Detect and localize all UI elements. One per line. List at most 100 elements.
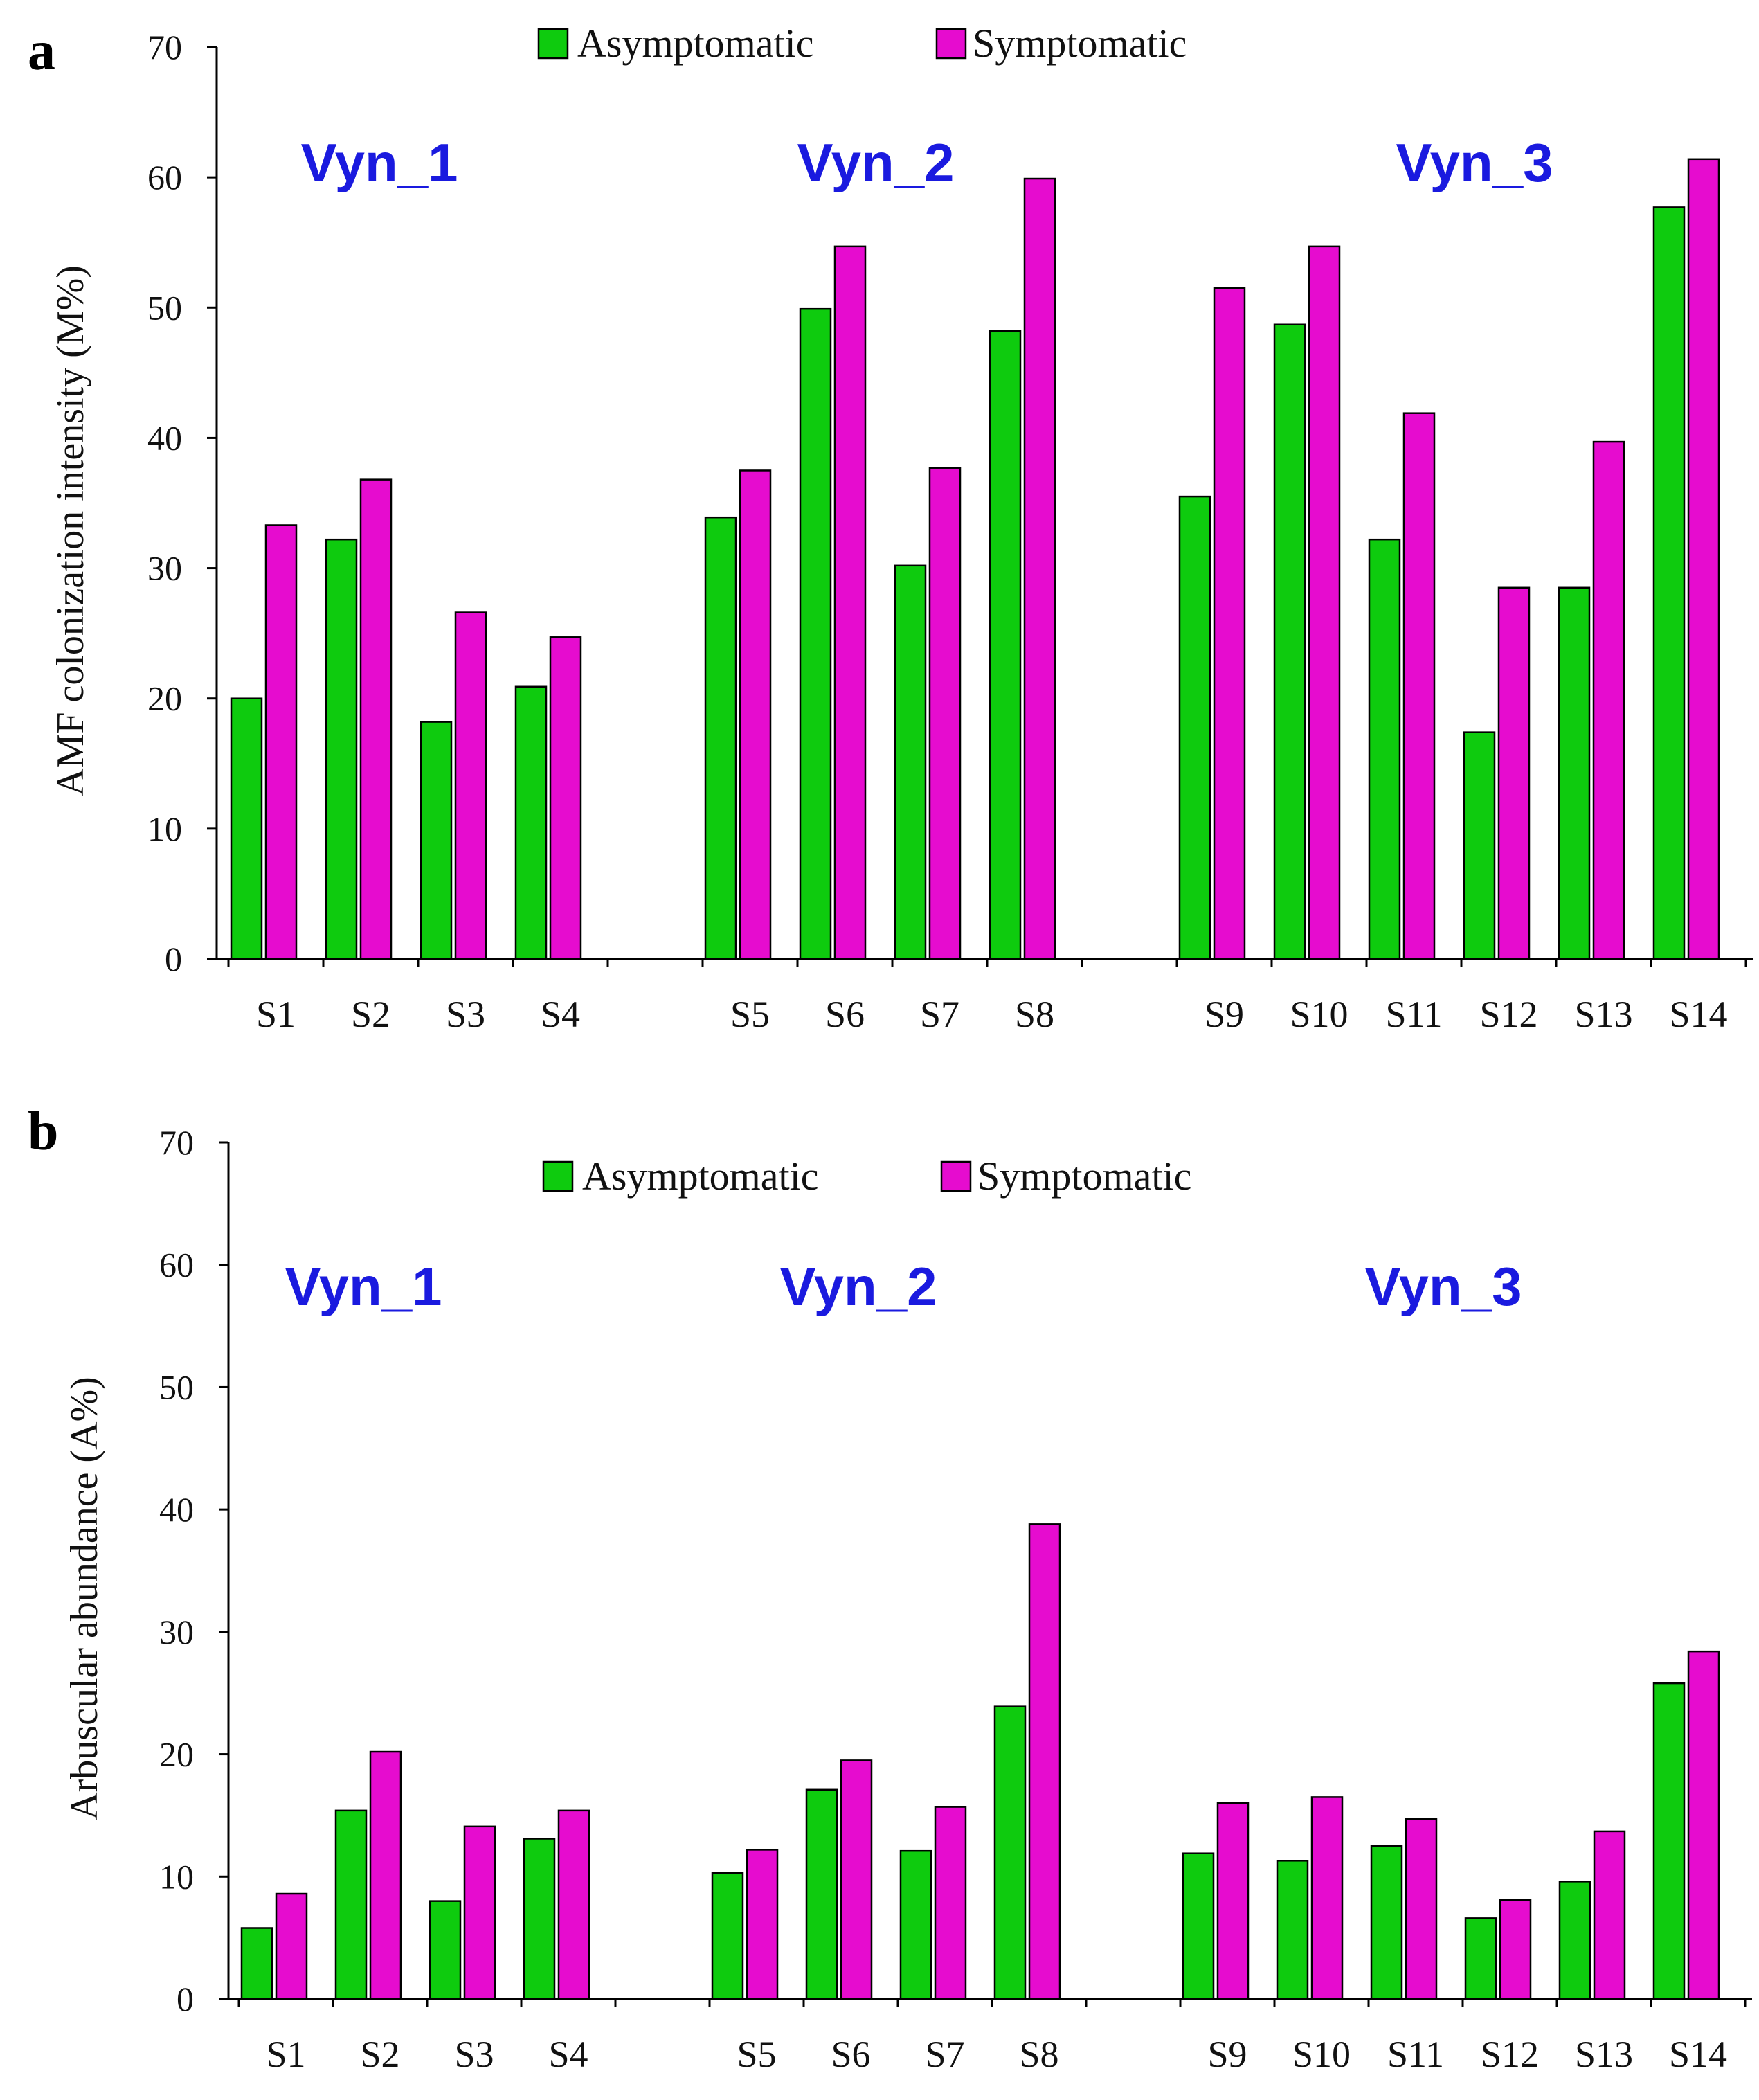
bar-symptomatic-s14: [1687, 158, 1720, 960]
bar-symptomatic-s5: [746, 1849, 779, 2000]
panel-b-chart: b 0 10 20 30 40 50 60 70 S1 S2 S3 S4 S5 S6 S7 S8 S9 S10 S1…: [28, 1101, 1752, 2075]
bar-asymptomatic-s4: [514, 685, 548, 960]
bar-symptomatic-s14: [1687, 1650, 1720, 2000]
x-category-label: S10: [1290, 994, 1348, 1035]
bar-asymptomatic-s4: [523, 1838, 556, 2000]
group-label-vyn_3: Vyn_3: [1365, 1256, 1522, 1317]
bar-symptomatic-s3: [454, 611, 487, 960]
x-category-label: S14: [1669, 994, 1727, 1035]
bar-symptomatic-s13: [1592, 440, 1625, 960]
x-category-label: S5: [737, 2034, 776, 2075]
bar-symptomatic-s10: [1308, 245, 1341, 960]
legend: Asymptomatic Symptomatic: [542, 1154, 1191, 1199]
bar-symptomatic-s9: [1216, 1802, 1250, 2000]
bar-asymptomatic-s5: [704, 516, 737, 960]
bar-symptomatic-s9: [1213, 287, 1246, 960]
group-label-vyn_1: Vyn_1: [301, 132, 458, 193]
y-tick-label: 40: [159, 1490, 194, 1529]
group-label-vyn_2: Vyn_2: [797, 132, 955, 193]
legend: Asymptomatic Symptomatic: [537, 21, 1187, 66]
x-category-label: S6: [825, 994, 865, 1035]
bar-symptomatic-s8: [1028, 1523, 1061, 2000]
bar-symptomatic-s8: [1023, 177, 1056, 960]
legend-swatch-symptomatic: [935, 28, 967, 60]
bar-asymptomatic-s7: [894, 564, 927, 960]
x-category-label: S3: [454, 2034, 494, 2075]
group-label-vyn_2: Vyn_2: [780, 1256, 937, 1317]
y-tick-label: 0: [177, 1980, 194, 2018]
x-category-label: S2: [360, 2034, 399, 2075]
legend-label-symptomatic: Symptomatic: [977, 1154, 1191, 1199]
y-axis-title: Arbuscular abundance (A%): [63, 1376, 106, 1820]
x-category-label: S2: [351, 994, 390, 1035]
y-tick-label: 50: [147, 288, 182, 327]
x-category-label: S8: [1015, 994, 1054, 1035]
legend-swatch-asymptomatic: [542, 1160, 574, 1192]
x-category-label: S7: [925, 2034, 964, 2075]
y-tick-label: 70: [159, 1123, 194, 1162]
bar-asymptomatic-s9: [1182, 1852, 1215, 2000]
y-tick-label: 30: [147, 549, 182, 588]
x-category-label: S11: [1387, 2034, 1444, 2075]
y-tick-label: 20: [159, 1735, 194, 1774]
panel-a-letter: a: [28, 21, 55, 82]
bar-asymptomatic-s6: [805, 1788, 838, 2000]
legend-label-asymptomatic: Asymptomatic: [582, 1154, 819, 1199]
y-tick-label: 20: [147, 679, 182, 718]
bar-symptomatic-s1: [264, 524, 298, 960]
bar-symptomatic-s13: [1593, 1830, 1626, 2000]
bar-symptomatic-s4: [557, 1809, 590, 2000]
bar-asymptomatic-s1: [240, 1927, 273, 2000]
bar-asymptomatic-s7: [899, 1849, 932, 2000]
bar-asymptomatic-s9: [1178, 495, 1211, 960]
y-tick-label: 40: [147, 418, 182, 457]
bar-symptomatic-s12: [1499, 1899, 1532, 2000]
bar-asymptomatic-s12: [1464, 1917, 1497, 2000]
y-tick-label: 10: [147, 809, 182, 848]
bar-symptomatic-s11: [1405, 1818, 1438, 2000]
bar-symptomatic-s4: [549, 636, 582, 960]
bar-asymptomatic-s14: [1652, 206, 1686, 960]
y-tick-label: 60: [159, 1246, 194, 1284]
bar-asymptomatic-s2: [334, 1809, 368, 2000]
bar-symptomatic-s3: [463, 1825, 496, 2000]
group-label-vyn_1: Vyn_1: [285, 1256, 442, 1317]
bar-symptomatic-s11: [1402, 412, 1436, 960]
x-category-label: S8: [1019, 2034, 1058, 2075]
y-tick-label: 0: [165, 940, 182, 978]
x-category-label: S14: [1669, 2034, 1727, 2075]
y-tick-label: 10: [159, 1857, 194, 1896]
bar-asymptomatic-s1: [230, 697, 263, 960]
bar-asymptomatic-s13: [1558, 1881, 1591, 2000]
bar-symptomatic-s7: [928, 467, 962, 960]
bar-asymptomatic-s10: [1276, 1860, 1309, 2000]
bar-asymptomatic-s3: [429, 1900, 462, 2000]
panel-b-letter: b: [28, 1101, 59, 1162]
x-category-label: S4: [548, 2034, 588, 2075]
bar-asymptomatic-s2: [325, 538, 358, 960]
x-category-label: S1: [256, 994, 296, 1035]
x-category-label: S12: [1481, 2034, 1539, 2075]
bar-asymptomatic-s3: [420, 721, 453, 960]
legend-swatch-symptomatic: [940, 1160, 972, 1192]
x-category-label: S5: [730, 994, 770, 1035]
bar-symptomatic-s1: [275, 1892, 308, 2000]
bar-asymptomatic-s11: [1368, 538, 1401, 960]
bar-asymptomatic-s6: [799, 307, 832, 960]
bar-asymptomatic-s5: [711, 1872, 744, 2000]
bar-asymptomatic-s8: [993, 1705, 1027, 2000]
bar-asymptomatic-s12: [1463, 731, 1496, 960]
group-label-vyn_3: Vyn_3: [1396, 132, 1553, 193]
x-category-label: S12: [1479, 994, 1537, 1035]
bar-symptomatic-s2: [359, 478, 393, 960]
y-tick-label: 50: [159, 1367, 194, 1406]
bar-asymptomatic-s13: [1558, 586, 1591, 960]
x-category-label: S9: [1207, 2034, 1247, 2075]
panel-a-chart: a 0 10 20 30 40 50 60 70 S1 S2 S3 S4 S5 S6 S7 S8 S9 S10 S1…: [28, 21, 1753, 1035]
y-tick-label: 60: [147, 158, 182, 197]
bar-symptomatic-s5: [739, 469, 772, 960]
x-category-label: S6: [831, 2034, 870, 2075]
legend-label-asymptomatic: Asymptomatic: [577, 21, 814, 66]
legend-label-symptomatic: Symptomatic: [973, 21, 1187, 66]
